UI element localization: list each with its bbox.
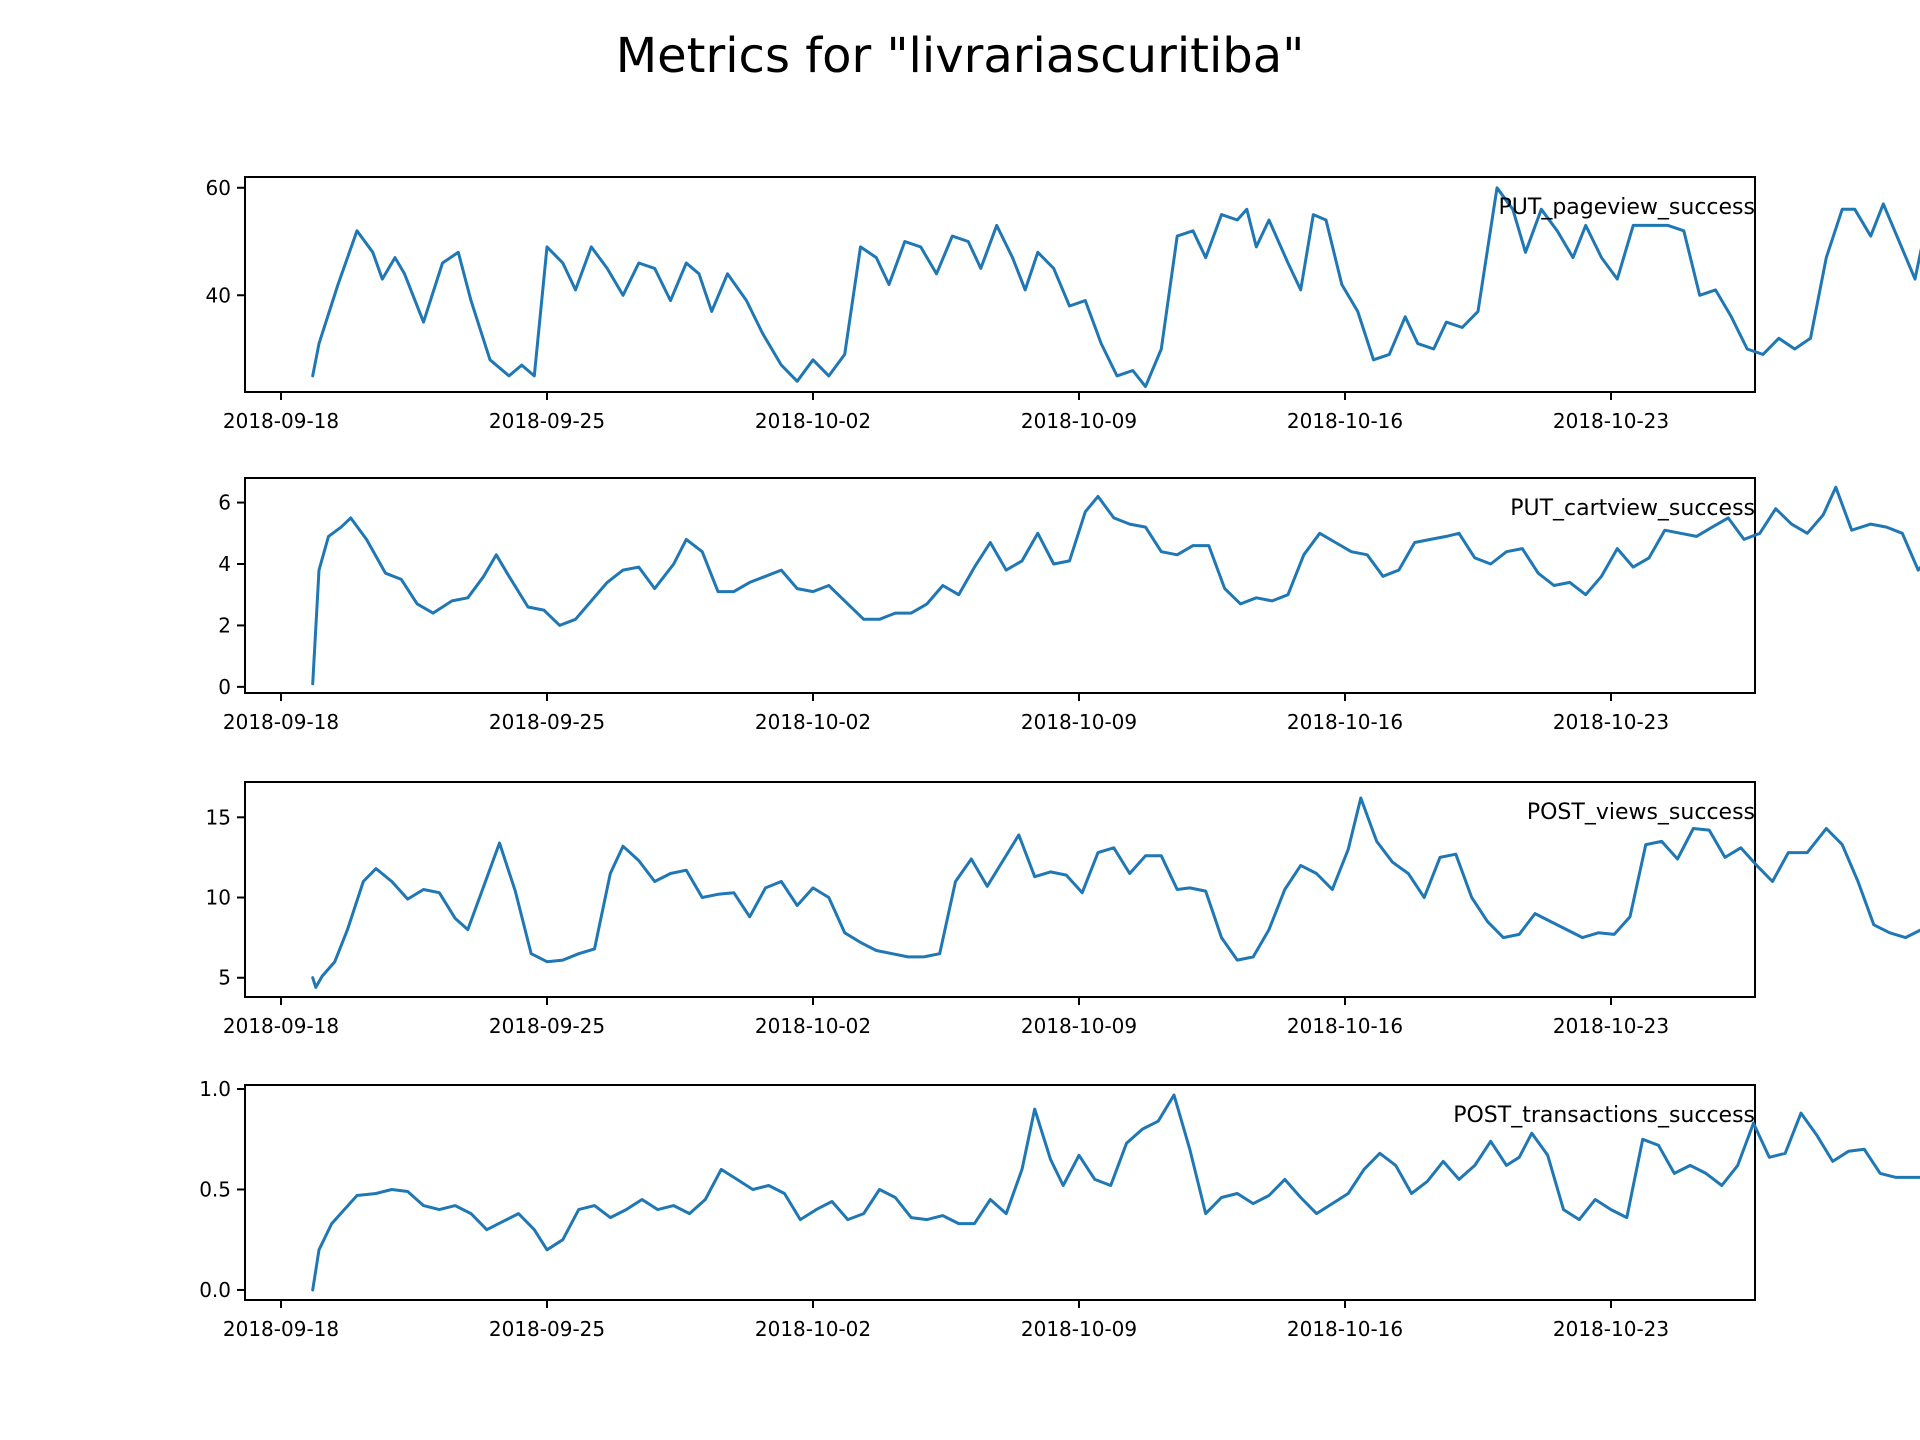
x-tick-label: 2018-10-16 — [1287, 1317, 1403, 1341]
series-line-POST_views_success — [311, 796, 1920, 989]
x-tick-label: 2018-10-16 — [1287, 409, 1403, 433]
y-tick-label: 1.0 — [199, 1077, 231, 1101]
y-tick-label: 10 — [206, 886, 231, 910]
x-tick-label: 2018-10-23 — [1553, 409, 1669, 433]
x-tick-label: 2018-09-18 — [223, 1014, 339, 1038]
y-tick-label: 0.0 — [199, 1278, 231, 1302]
y-tick-label: 60 — [206, 176, 231, 200]
x-tick-label: 2018-10-02 — [755, 409, 871, 433]
plot-frame — [244, 1084, 1756, 1301]
x-tick-label: 2018-09-18 — [223, 1317, 339, 1341]
y-tick-label: 40 — [206, 283, 231, 307]
y-tick-label: 5 — [218, 966, 231, 990]
panel-3: 2018-09-18 2018-09-25 2018-10-02 2018-10-09… — [206, 781, 1920, 1038]
plot-frame — [244, 176, 1756, 393]
series-label: POST_views_success — [1527, 800, 1755, 825]
x-tick-label: 2018-10-16 — [1287, 710, 1403, 734]
plot-frame — [244, 781, 1756, 998]
series-label: POST_transactions_success — [1453, 1103, 1755, 1128]
y-tick-label: 0 — [218, 675, 231, 699]
series-label: PUT_pageview_success — [1499, 195, 1755, 220]
x-tick-label: 2018-09-25 — [489, 710, 605, 734]
x-tick-label: 2018-10-02 — [755, 1014, 871, 1038]
chart-panels: 2018-09-18 2018-09-25 2018-10-02 2018-10-09… — [199, 176, 1920, 1341]
series-line-PUT_cartview_success — [311, 485, 1920, 686]
x-tick-label: 2018-09-25 — [489, 1317, 605, 1341]
panel-2: 2018-09-18 2018-09-25 2018-10-02 2018-10-09… — [218, 477, 1920, 734]
x-tick-label: 2018-10-09 — [1021, 1317, 1137, 1341]
panel-1: 2018-09-18 2018-09-25 2018-10-02 2018-10-09… — [206, 176, 1920, 433]
x-tick-label: 2018-10-09 — [1021, 1014, 1137, 1038]
series-line-PUT_pageview_success — [311, 186, 1920, 389]
x-tick-label: 2018-10-09 — [1021, 710, 1137, 734]
x-tick-label: 2018-09-25 — [489, 1014, 605, 1038]
x-tick-label: 2018-10-09 — [1021, 409, 1137, 433]
x-tick-label: 2018-10-23 — [1553, 710, 1669, 734]
series-label: PUT_cartview_success — [1510, 496, 1755, 521]
x-tick-label: 2018-09-18 — [223, 409, 339, 433]
x-tick-label: 2018-10-23 — [1553, 1014, 1669, 1038]
x-tick-label: 2018-10-23 — [1553, 1317, 1669, 1341]
series-line-POST_transactions_success — [311, 1093, 1920, 1292]
chart-title: Metrics for "livrariascuritiba" — [616, 28, 1305, 84]
y-tick-label: 4 — [218, 552, 231, 576]
plot-frame — [244, 477, 1756, 694]
y-tick-label: 15 — [206, 805, 231, 829]
y-tick-label: 0.5 — [199, 1177, 231, 1201]
x-tick-label: 2018-10-02 — [755, 710, 871, 734]
x-tick-label: 2018-10-02 — [755, 1317, 871, 1341]
x-tick-label: 2018-10-16 — [1287, 1014, 1403, 1038]
y-tick-label: 6 — [218, 491, 231, 515]
x-tick-label: 2018-09-25 — [489, 409, 605, 433]
y-tick-label: 2 — [218, 613, 231, 637]
x-tick-label: 2018-09-18 — [223, 710, 339, 734]
panel-4: 2018-09-18 2018-09-25 2018-10-02 2018-10-09… — [199, 1077, 1920, 1341]
